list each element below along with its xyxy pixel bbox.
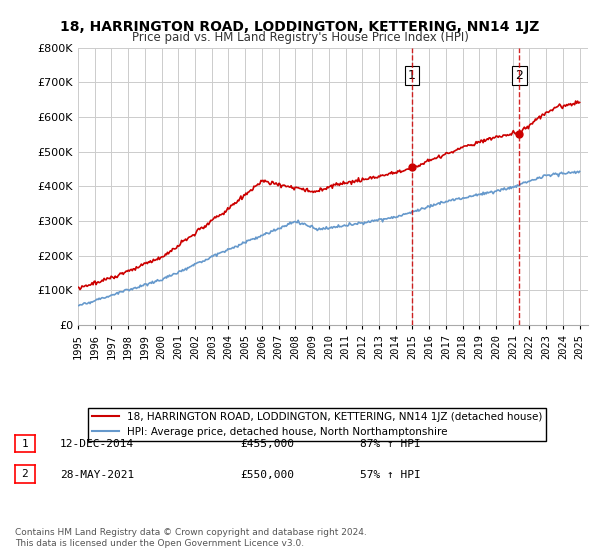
Text: 57% ↑ HPI: 57% ↑ HPI (360, 470, 421, 480)
Text: Contains HM Land Registry data © Crown copyright and database right 2024.
This d: Contains HM Land Registry data © Crown c… (15, 528, 367, 548)
Text: 28-MAY-2021: 28-MAY-2021 (60, 470, 134, 480)
Text: 12-DEC-2014: 12-DEC-2014 (60, 439, 134, 449)
Text: Price paid vs. HM Land Registry's House Price Index (HPI): Price paid vs. HM Land Registry's House … (131, 31, 469, 44)
Text: £455,000: £455,000 (240, 439, 294, 449)
Text: £550,000: £550,000 (240, 470, 294, 480)
Text: 18, HARRINGTON ROAD, LODDINGTON, KETTERING, NN14 1JZ: 18, HARRINGTON ROAD, LODDINGTON, KETTERI… (61, 20, 539, 34)
Text: 1: 1 (407, 69, 416, 82)
Text: 87% ↑ HPI: 87% ↑ HPI (360, 439, 421, 449)
Text: 1: 1 (22, 438, 28, 449)
Legend: 18, HARRINGTON ROAD, LODDINGTON, KETTERING, NN14 1JZ (detached house), HPI: Aver: 18, HARRINGTON ROAD, LODDINGTON, KETTERI… (88, 408, 547, 441)
Text: 2: 2 (22, 469, 28, 479)
Text: 2: 2 (515, 69, 523, 82)
